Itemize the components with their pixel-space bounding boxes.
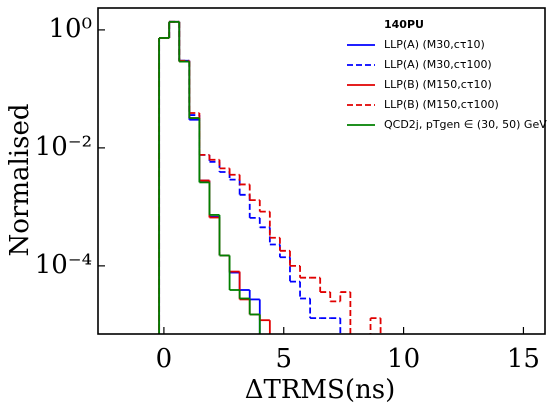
- legend-label: LLP(B) (M150,cτ10): [384, 78, 492, 91]
- x-tick-label: 5: [275, 344, 292, 374]
- plot-area: [158, 20, 382, 334]
- y-tick-label: 10⁻⁴: [35, 250, 92, 280]
- y-tick-label: 10⁰: [48, 14, 92, 44]
- x-tick-label: 10: [387, 344, 420, 374]
- x-axis-label: ΔTRMS(ns): [245, 375, 396, 405]
- legend-label: LLP(A) (M30,cτ10): [384, 38, 485, 51]
- legend-label: LLP(A) (M30,cτ100): [384, 58, 492, 71]
- x-tick-label: 0: [156, 344, 173, 374]
- axes-frame: [97, 7, 546, 335]
- legend-label: LLP(B) (M150,cτ100): [384, 98, 499, 111]
- y-tick-label: 10⁻²: [35, 132, 92, 162]
- x-tick-label: 15: [507, 344, 540, 374]
- legend-title: 140PU: [384, 18, 424, 31]
- y-axis-label: Normalised: [5, 104, 35, 257]
- legend-label: QCD2j, pTgen ∈ (30, 50) GeV: [384, 118, 547, 131]
